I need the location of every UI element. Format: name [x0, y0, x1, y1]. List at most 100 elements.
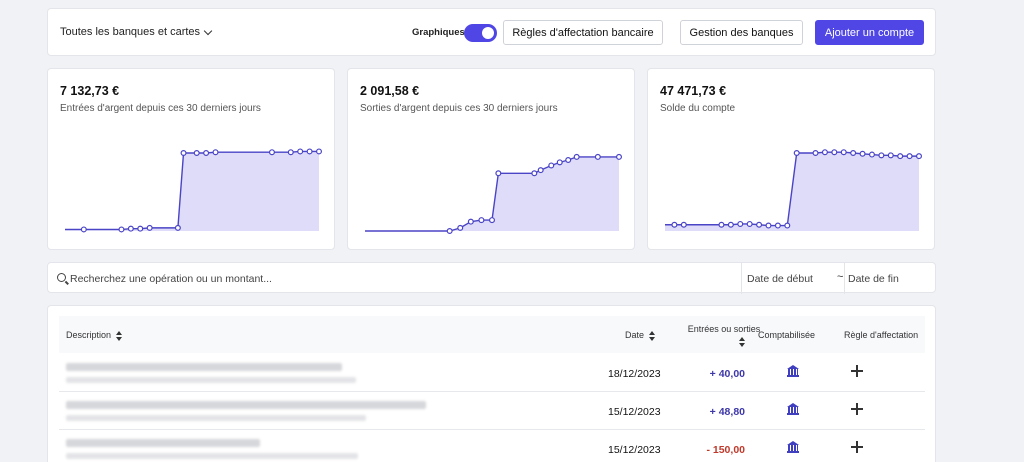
chart-point: [531, 170, 538, 177]
search-icon: [57, 273, 66, 282]
incoming-chart: [65, 148, 323, 233]
redacted-description: [66, 439, 260, 447]
chart-line: [65, 150, 319, 231]
chart-point: [878, 152, 885, 159]
chart-point: [137, 225, 144, 232]
stat-amount: 7 132,73 €: [60, 84, 120, 98]
chart-point: [118, 226, 125, 233]
redacted-subtitle: [66, 415, 366, 421]
chart-point: [203, 149, 210, 156]
chart-point: [756, 221, 763, 228]
redacted-description: [66, 363, 342, 371]
table-row[interactable]: 18/12/2023 + 40,00: [59, 354, 925, 392]
stat-card-incoming: 7 132,73 € Entrées d'argent depuis ces 3…: [47, 68, 335, 250]
chart-point: [793, 149, 800, 156]
chart-point: [180, 149, 187, 156]
column-label: Entrées ou sorties: [687, 324, 761, 334]
chart-point: [812, 149, 819, 156]
chart-point: [489, 217, 496, 224]
chart-point: [193, 149, 200, 156]
redacted-subtitle: [66, 453, 358, 459]
add-account-button[interactable]: Ajouter un compte: [815, 20, 924, 45]
bank-filter-dropdown[interactable]: Toutes les banques et cartes: [60, 26, 213, 38]
stat-card-outgoing: 2 091,58 € Sorties d'argent depuis ces 3…: [347, 68, 635, 250]
date-start-input[interactable]: [747, 269, 835, 288]
chart-point: [297, 148, 304, 155]
sort-icon: [116, 330, 123, 341]
column-rule: Règle d'affectation: [844, 330, 919, 340]
chart-point: [765, 222, 772, 229]
chart-point: [821, 149, 828, 156]
chart-point: [840, 149, 847, 156]
chart-point: [887, 152, 894, 159]
bank-icon: [787, 403, 799, 415]
row-amount: + 48,80: [709, 406, 745, 418]
row-date: 15/12/2023: [608, 406, 661, 418]
column-date[interactable]: Date: [625, 330, 656, 341]
bank-icon: [787, 365, 799, 377]
chart-point: [868, 151, 875, 158]
redacted-description: [66, 401, 426, 409]
sort-icon: [649, 330, 656, 341]
chart-point: [680, 221, 687, 228]
row-amount: - 150,00: [706, 444, 745, 456]
row-amount: + 40,00: [709, 368, 745, 380]
chart-point: [565, 157, 572, 164]
stat-description: Entrées d'argent depuis ces 30 derniers …: [60, 103, 261, 114]
chart-point: [774, 222, 781, 229]
divider: [844, 263, 845, 294]
chart-point: [287, 149, 294, 156]
table-header: Description Date Entrées ou sorties Comp…: [59, 316, 925, 353]
stat-amount: 47 471,73 €: [660, 84, 727, 98]
stat-card-balance: 47 471,73 € Solde du compte: [647, 68, 935, 250]
date-range-separator: ~: [837, 271, 844, 283]
stat-description: Solde du compte: [660, 103, 736, 114]
charts-toggle-label: Graphiques: [412, 27, 465, 38]
chart-point: [718, 221, 725, 228]
chart-point: [616, 153, 623, 160]
stat-description: Sorties d'argent depuis ces 30 derniers …: [360, 103, 558, 114]
chart-point: [671, 221, 678, 228]
column-description[interactable]: Description: [66, 330, 123, 341]
chart-point: [446, 228, 453, 235]
chart-point: [906, 153, 913, 160]
column-amount[interactable]: Entrées ou sorties: [674, 324, 774, 347]
bank-rules-button[interactable]: Règles d'affectation bancaire: [503, 20, 663, 45]
date-end-input[interactable]: [848, 269, 928, 288]
manage-banks-button[interactable]: Gestion des banques: [680, 20, 803, 45]
add-rule-button[interactable]: [850, 364, 864, 378]
table-row[interactable]: 15/12/2023 + 48,80: [59, 392, 925, 430]
chart-point: [457, 224, 464, 231]
toggle-knob: [482, 27, 494, 39]
chart-point: [784, 222, 791, 229]
chart-point: [594, 153, 601, 160]
chart-area: [65, 151, 319, 231]
table-row[interactable]: 15/12/2023 - 150,00: [59, 430, 925, 462]
chart-point: [850, 149, 857, 156]
chart-point: [478, 217, 485, 224]
transactions-table: Description Date Entrées ou sorties Comp…: [47, 305, 936, 462]
chart-point: [548, 162, 555, 169]
column-label: Date: [625, 330, 645, 340]
chart-point: [727, 221, 734, 228]
row-date: 15/12/2023: [608, 444, 661, 456]
charts-toggle[interactable]: [464, 24, 497, 42]
chart-point: [916, 153, 923, 160]
chart-point: [573, 153, 580, 160]
bank-icon: [787, 441, 799, 453]
chart-area: [365, 156, 619, 231]
chart-point: [80, 226, 87, 233]
chart-point: [897, 153, 904, 160]
chart-point: [212, 149, 219, 156]
bank-filter-label: Toutes les banques et cartes: [60, 26, 201, 38]
chart-point: [127, 225, 134, 232]
chart-point: [831, 149, 838, 156]
stat-amount: 2 091,58 €: [360, 84, 420, 98]
divider: [741, 263, 742, 294]
chart-point: [737, 220, 744, 227]
toolbar: Toutes les banques et cartes Graphiques …: [47, 8, 936, 56]
add-rule-button[interactable]: [850, 440, 864, 454]
chart-point: [174, 224, 181, 231]
add-rule-button[interactable]: [850, 402, 864, 416]
search-input[interactable]: [70, 269, 730, 288]
